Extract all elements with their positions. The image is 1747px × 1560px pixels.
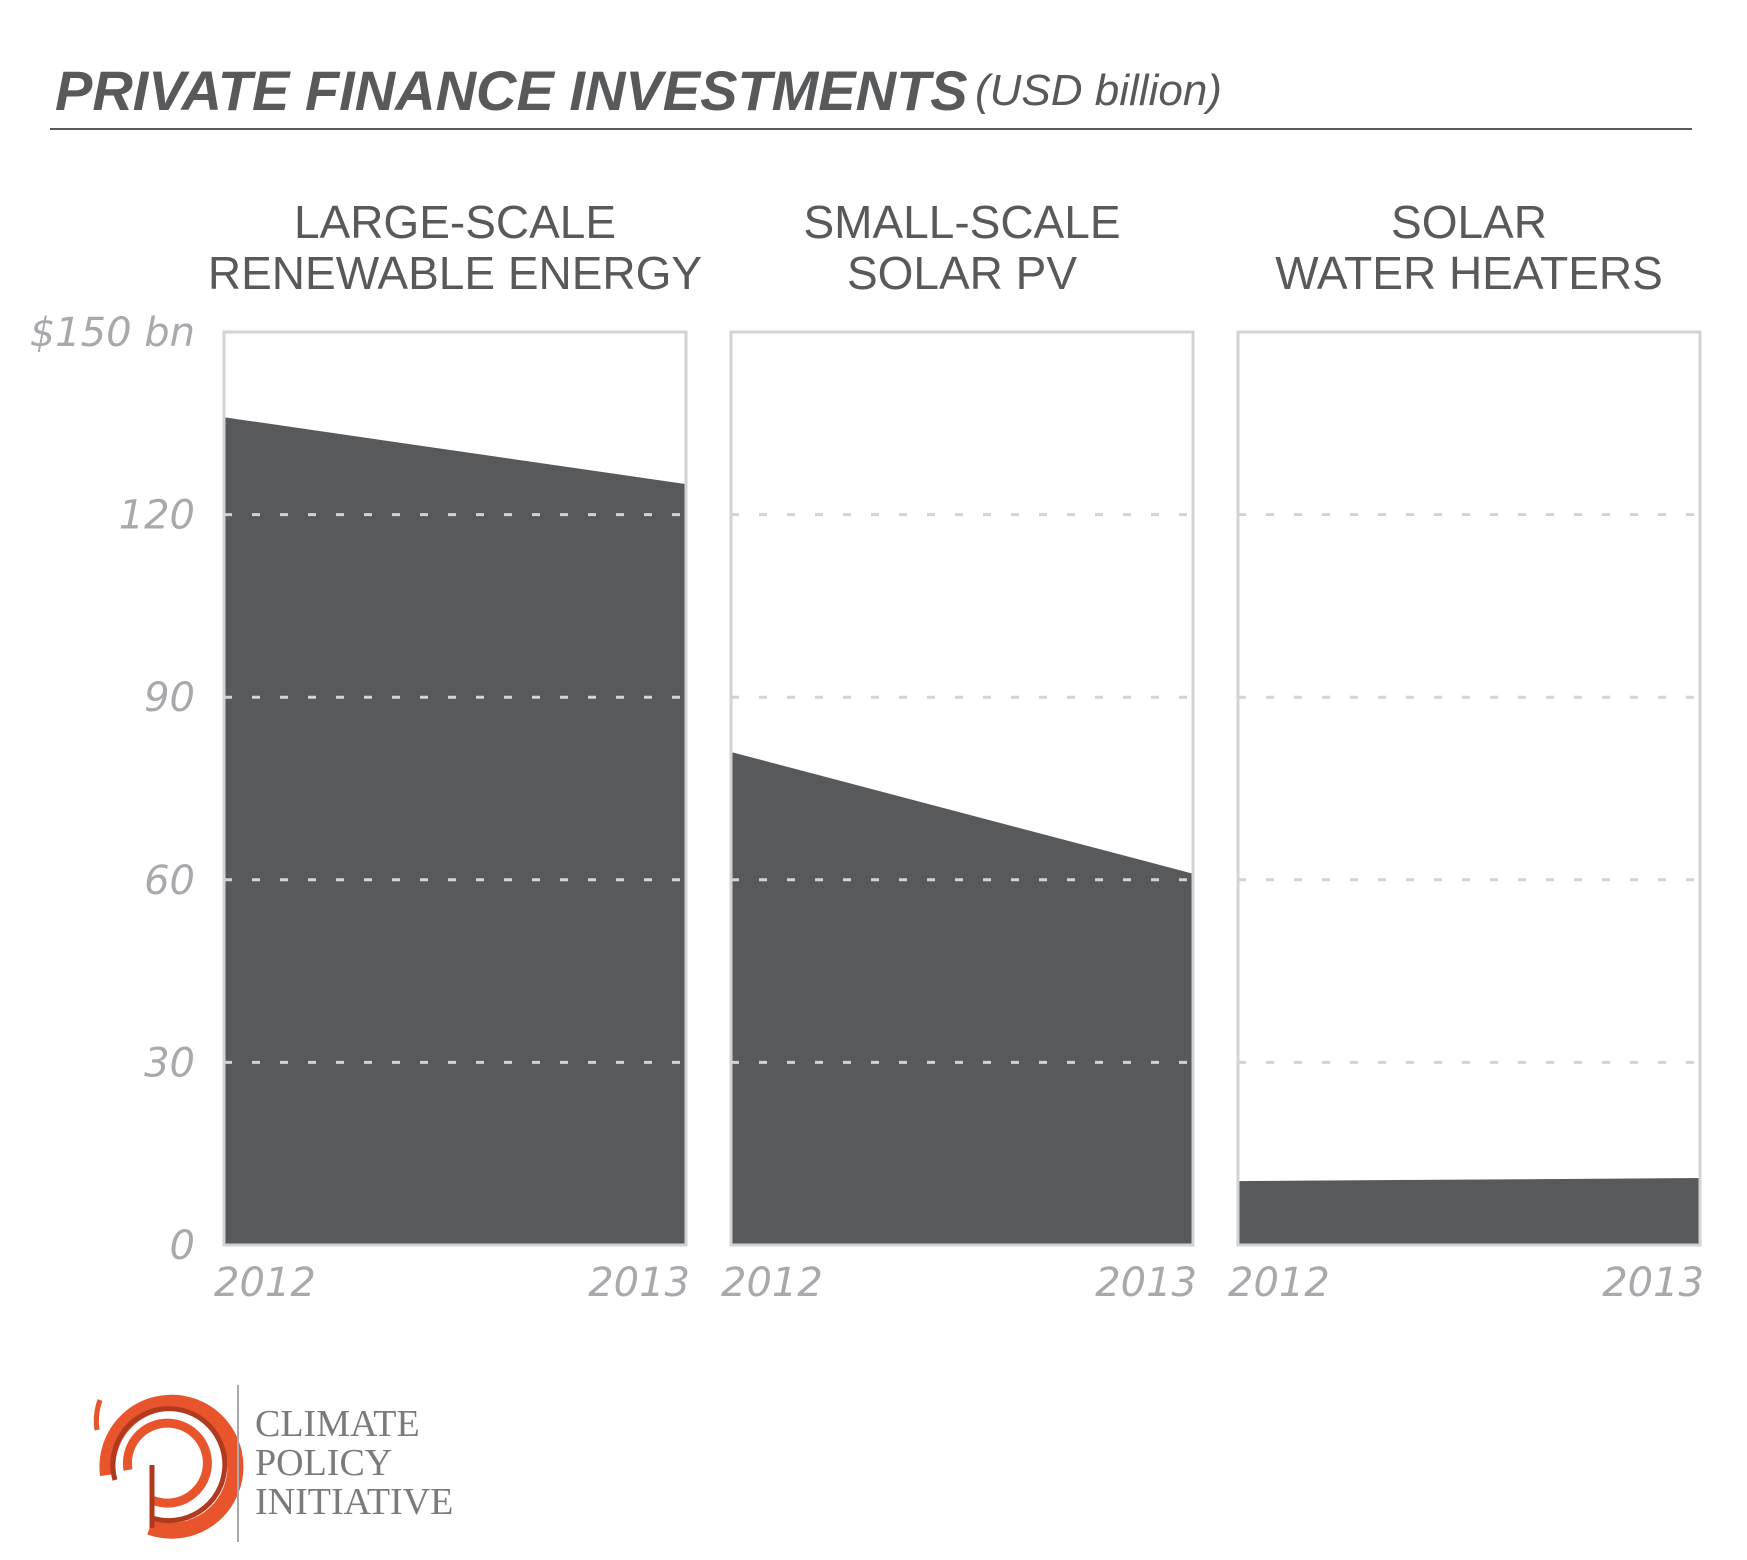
x-tick-label: 2013 — [1095, 1260, 1197, 1306]
panel-frame — [222, 330, 688, 1247]
area-series — [224, 417, 686, 1245]
panel-frame — [1236, 330, 1702, 1247]
cpi-logo: CLIMATE POLICY INITIATIVE — [93, 1385, 453, 1542]
chart-unit: (USD billion) — [975, 66, 1222, 115]
panel-title-line: SOLAR — [1391, 196, 1547, 248]
y-tick-label: 30 — [144, 1040, 195, 1086]
panel-title-line: RENEWABLE ENERGY — [208, 247, 702, 299]
panel-title-line: SOLAR PV — [847, 247, 1077, 299]
y-tick-label: 90 — [144, 675, 195, 721]
y-tick-label: 0 — [170, 1223, 195, 1269]
panel-frame — [729, 330, 1195, 1247]
y-axis-ticks: 0 30 60 90 120 $150 bn — [30, 310, 195, 1269]
y-tick-label: 60 — [144, 858, 195, 904]
x-tick-label: 2013 — [588, 1260, 690, 1306]
chart-title: PRIVATE FINANCE INVESTMENTS — [55, 59, 968, 122]
area-series — [1238, 1178, 1700, 1245]
y-tick-label: $150 bn — [30, 310, 195, 356]
logo-line-3: INITIATIVE — [255, 1481, 453, 1523]
x-tick-label: 2012 — [1228, 1260, 1330, 1306]
panel-title-line: WATER HEATERS — [1275, 247, 1663, 299]
logo-line-2: POLICY — [255, 1442, 392, 1484]
y-tick-label: 120 — [119, 493, 195, 539]
logo-line-1: CLIMATE — [255, 1403, 420, 1445]
x-tick-label: 2012 — [214, 1260, 316, 1306]
area-series — [731, 751, 1193, 1245]
cpi-logo-mark — [93, 1394, 244, 1539]
x-tick-label: 2013 — [1602, 1260, 1704, 1306]
panel-title-line: SMALL-SCALE — [803, 196, 1120, 248]
panel-title-line: LARGE-SCALE — [294, 196, 616, 248]
x-tick-label: 2012 — [721, 1260, 823, 1306]
